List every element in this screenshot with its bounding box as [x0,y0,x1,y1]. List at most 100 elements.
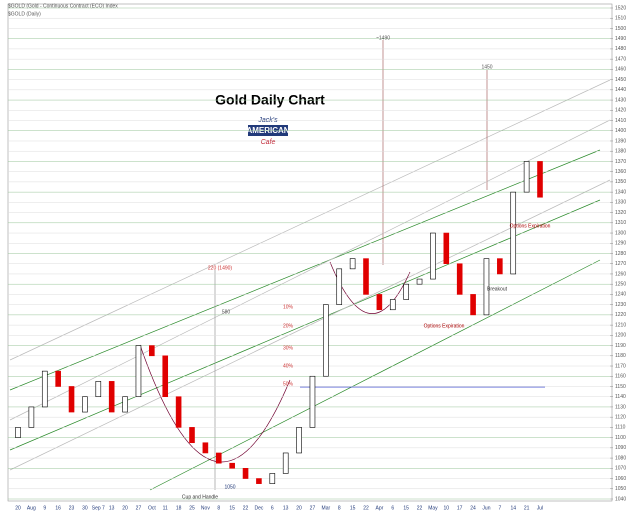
candle [376,294,383,311]
x-tick-label: 27 [136,505,142,511]
candle [149,345,155,357]
y-tick-label: 1470 [615,56,626,62]
y-tick-label: 1180 [615,353,626,359]
x-tick-label: 6 [391,505,394,511]
candle [95,381,102,398]
candle [363,258,369,295]
x-tick-label: Jul [537,505,543,511]
annotation: 10% [283,304,294,310]
x-tick-label: 21 [524,505,530,511]
candle [242,468,249,479]
y-tick-label: 1090 [615,445,626,451]
x-tick-label: 17 [457,505,463,511]
x-tick-label: 13 [109,505,115,511]
annotation: 1450 [481,64,492,70]
candle [215,452,222,464]
y-tick-label: 1240 [615,292,626,298]
chart-header: $GOLD (Gold - Continuous Contract (ECO) … [8,3,118,9]
y-tick-label: 1270 [615,261,626,267]
y-tick-label: 1100 [615,435,626,441]
x-tick-label: 20 [122,505,128,511]
x-tick-label: 22 [417,505,423,511]
y-tick-label: 1210 [615,322,626,328]
candle [122,396,128,413]
candle [202,442,209,454]
x-tick-label: 13 [283,505,289,511]
x-tick-label: Nov [201,505,210,511]
annotation: 1050 [224,484,235,490]
annotation: 220 (1490) [208,265,233,271]
x-tick-label: 16 [55,505,61,511]
candle [82,396,88,413]
y-tick-label: 1450 [615,77,626,83]
y-tick-label: 1120 [615,414,626,420]
y-tick-label: 1400 [615,128,626,134]
x-tick-label: 11 [163,505,168,511]
x-tick-label: Apr [375,505,383,511]
candle [162,355,169,398]
chart-subheader: $GOLD (Daily) [8,11,41,17]
y-tick-label: 1040 [615,496,626,502]
x-tick-label: 22 [243,505,249,511]
x-tick-label: Oct [148,505,156,511]
y-tick-label: 1500 [615,26,626,32]
y-tick-label: 1410 [615,118,626,124]
candle [296,427,302,454]
x-tick-label: 10 [444,505,450,511]
y-tick-label: 1150 [615,384,626,390]
candle [510,191,517,275]
annotation: ~1490 [376,35,390,41]
y-tick-label: 1480 [615,46,626,52]
x-tick-label: 15 [350,505,356,511]
candle [282,452,289,474]
candle [189,427,195,444]
candle [68,386,75,413]
x-tick-label: 24 [470,505,476,511]
candle [497,258,503,275]
candle [389,299,396,311]
annotation: 40% [283,363,294,369]
y-tick-label: 1320 [615,210,626,216]
y-tick-label: 1440 [615,87,626,93]
annotation: Breakout [487,286,508,292]
y-tick-label: 1310 [615,220,626,226]
chart-title: Gold Daily Chart [215,92,325,108]
y-tick-label: 1370 [615,159,626,165]
candle [430,232,436,280]
y-tick-label: 1110 [615,425,626,431]
x-tick-label: 18 [176,505,182,511]
y-tick-label: 1510 [615,16,626,22]
candle [108,381,115,413]
candle [229,462,235,469]
annotation: Cup and Handle [182,494,218,500]
x-tick-label: 27 [310,505,316,511]
y-tick-label: 1260 [615,271,626,277]
logo: Jack's AMERICAN Cafe [246,117,289,146]
x-tick-label: Sep 7 [92,505,105,511]
annotation: Options Expiration [510,223,551,229]
y-tick-label: 1330 [615,200,626,206]
y-tick-label: 1060 [615,476,626,482]
candle [28,406,35,428]
annotation: Options Expiration [424,323,465,329]
candle [403,283,409,300]
candle [523,161,530,193]
y-tick-label: 1190 [615,343,626,349]
x-tick-label: 15 [229,505,235,511]
x-tick-label: 6 [271,505,274,511]
x-tick-label: 20 [15,505,21,511]
plot-frame [7,3,613,502]
y-tick-label: 1430 [615,97,626,103]
x-tick-label: May [428,505,438,511]
x-tick-label: 30 [82,505,88,511]
x-tick-label: 7 [498,505,501,511]
x-tick-label: 9 [43,505,46,511]
logo-text: Cafe [261,139,276,146]
x-tick-label: 22 [363,505,369,511]
y-tick-label: 1460 [615,67,626,73]
candle [55,370,61,387]
x-tick-label: Jun [482,505,490,511]
x-tick-label: 14 [510,505,516,511]
candle [470,294,476,316]
y-tick-label: 1250 [615,282,626,288]
